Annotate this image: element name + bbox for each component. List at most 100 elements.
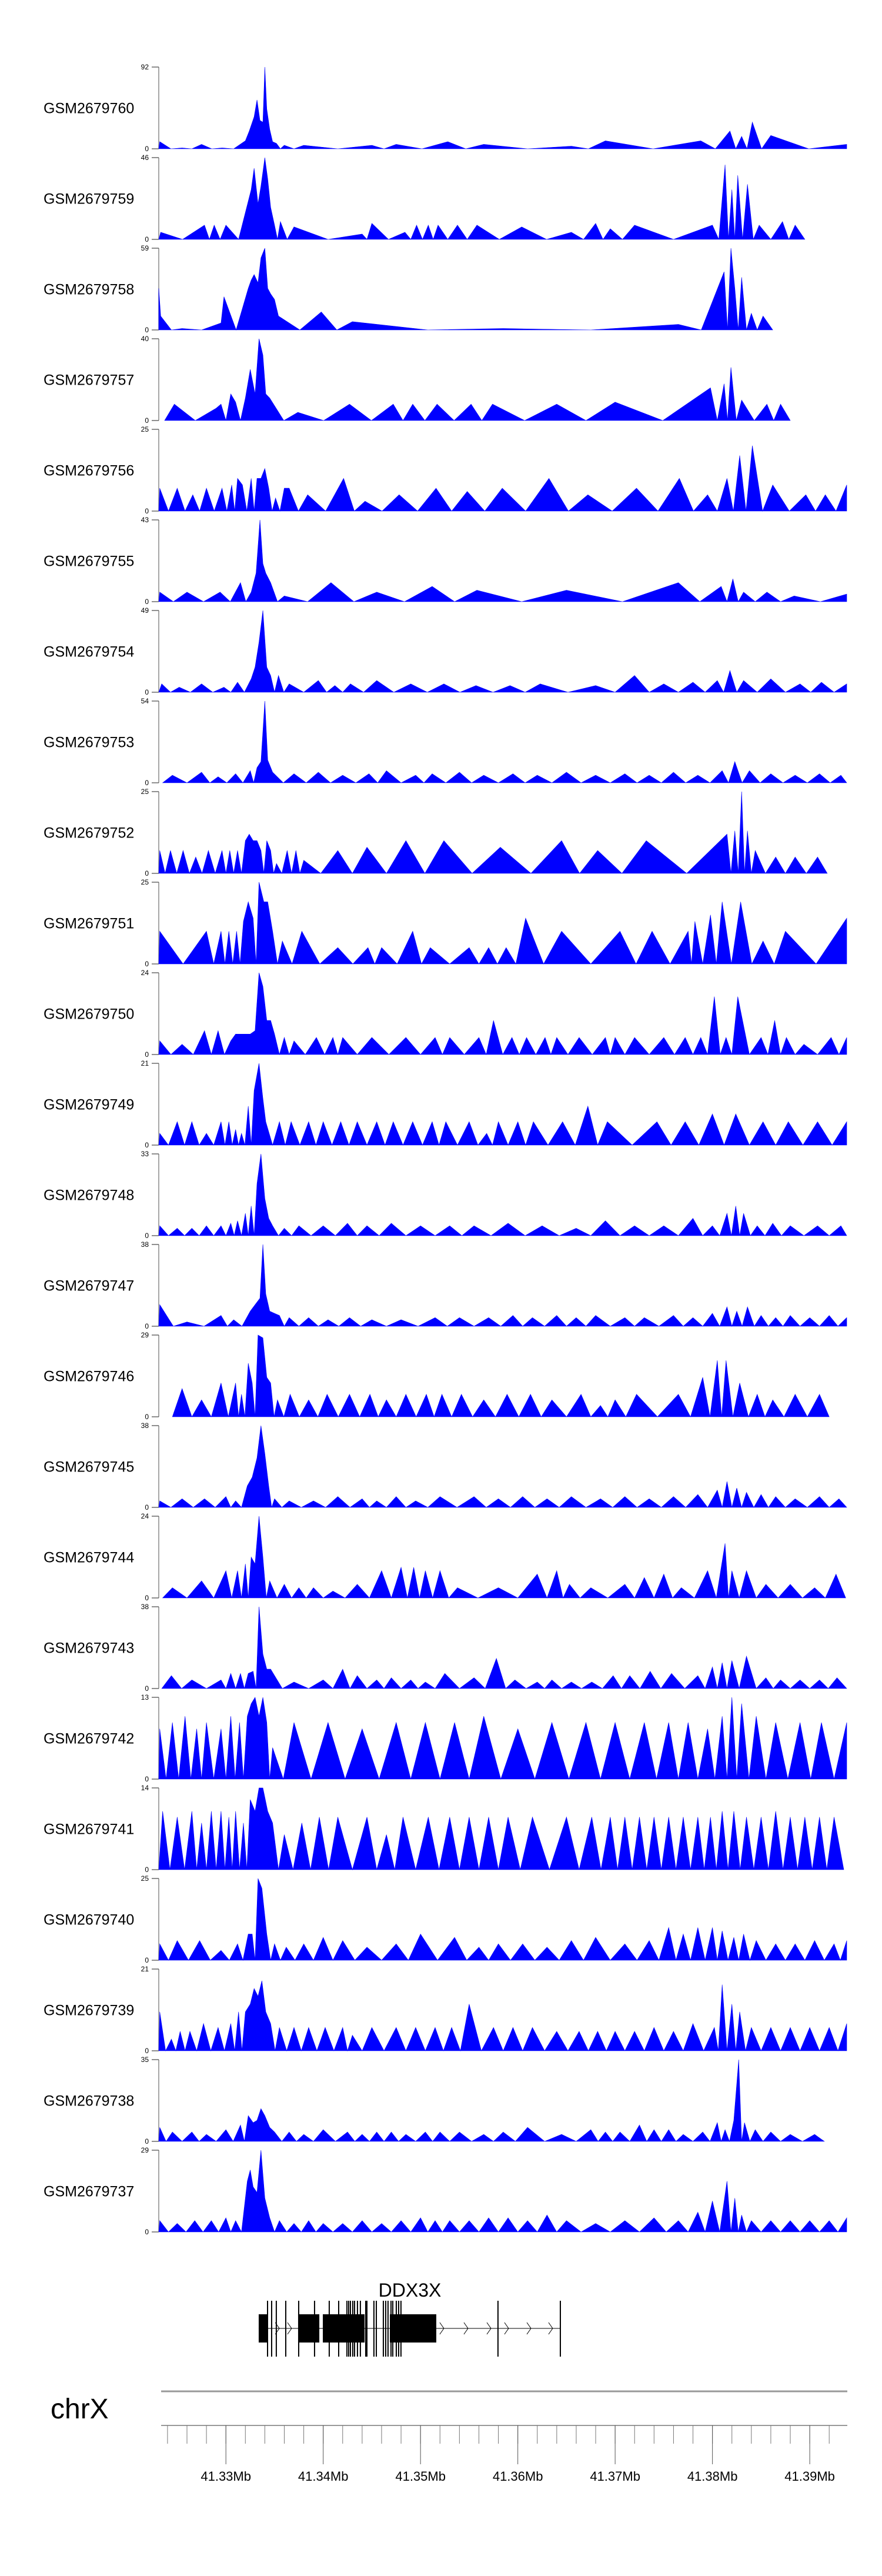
y-axis-zero-label: 0 (145, 326, 149, 334)
coverage-area-GSM2679745 (158, 1425, 847, 1509)
track-label: GSM2679745 (44, 1459, 134, 1476)
y-axis-zero-label: 0 (145, 1232, 149, 1240)
y-axis-max-label: 38 (141, 1422, 149, 1430)
coverage-area-GSM2679754 (158, 610, 847, 693)
strand-arrow-icon (548, 2322, 553, 2335)
y-axis-zero-label: 0 (145, 1866, 149, 1874)
y-axis-zero-label: 0 (145, 1503, 149, 1511)
y-axis-zero-label: 0 (145, 2137, 149, 2145)
gene-exon-block (258, 2314, 268, 2343)
coverage-area-GSM2679741 (158, 1787, 844, 1871)
y-axis-zero-label: 0 (145, 235, 149, 243)
track-label: GSM2679751 (44, 916, 134, 932)
track-label: GSM2679756 (44, 463, 134, 479)
coverage-area-GSM2679747 (158, 1244, 847, 1327)
axis-tick-label: 41.39Mb (784, 2469, 835, 2484)
y-axis-max-label: 35 (141, 2056, 149, 2064)
strand-arrow-icon (439, 2322, 445, 2335)
track-label: GSM2679760 (44, 101, 134, 117)
coverage-area-GSM2679759 (158, 157, 806, 240)
y-axis-zero-label: 0 (145, 598, 149, 606)
y-axis-max-label: 13 (141, 1693, 149, 1701)
y-axis-max-label: 33 (141, 1150, 149, 1158)
coverage-area-GSM2679746 (172, 1334, 830, 1417)
track-label: GSM2679746 (44, 1369, 134, 1385)
track-label: GSM2679754 (44, 644, 134, 660)
y-axis-zero-label: 0 (145, 507, 149, 515)
y-axis-zero-label: 0 (145, 1413, 149, 1421)
chromosome-label: chrX (51, 2394, 109, 2425)
coverage-area-GSM2679738 (158, 2059, 825, 2143)
y-axis-max-label: 25 (141, 878, 149, 886)
track-label: GSM2679743 (44, 1640, 134, 1657)
coverage-area-GSM2679750 (158, 972, 847, 1056)
y-axis-max-label: 24 (141, 969, 149, 977)
y-axis-zero-label: 0 (145, 1956, 149, 1964)
coverage-area-GSM2679752 (158, 791, 828, 875)
track-label: GSM2679747 (44, 1278, 134, 1294)
y-axis-zero-label: 0 (145, 1594, 149, 1602)
track-label: GSM2679757 (44, 372, 134, 389)
y-axis-zero-label: 0 (145, 2228, 149, 2236)
gene-exon-block (298, 2314, 320, 2343)
track-label: GSM2679737 (44, 2184, 134, 2200)
gene-exon-block (390, 2314, 436, 2343)
y-axis-max-label: 25 (141, 1874, 149, 1883)
strand-arrow-icon (287, 2322, 292, 2335)
y-axis-max-label: 54 (141, 697, 149, 705)
y-axis-zero-label: 0 (145, 869, 149, 877)
track-label: GSM2679759 (44, 191, 134, 208)
y-axis-max-label: 29 (141, 2146, 149, 2154)
y-axis-zero-label: 0 (145, 416, 149, 425)
y-axis-zero-label: 0 (145, 688, 149, 696)
y-axis-zero-label: 0 (145, 1775, 149, 1783)
y-axis-max-label: 38 (141, 1240, 149, 1249)
y-axis-max-label: 40 (141, 335, 149, 343)
track-label: GSM2679741 (44, 1821, 134, 1838)
coverage-area-GSM2679740 (158, 1878, 847, 1961)
track-label: GSM2679753 (44, 735, 134, 751)
y-axis-max-label: 21 (141, 1965, 149, 1973)
coverage-area-GSM2679751 (158, 882, 847, 965)
coverage-area-GSM2679758 (158, 248, 773, 331)
y-axis-max-label: 59 (141, 244, 149, 252)
track-label: GSM2679742 (44, 1731, 134, 1747)
strand-arrow-icon (526, 2322, 532, 2335)
coverage-area-GSM2679755 (158, 519, 847, 602)
y-axis-zero-label: 0 (145, 1684, 149, 1693)
y-axis-zero-label: 0 (145, 1050, 149, 1059)
y-axis-max-label: 25 (141, 788, 149, 796)
y-axis-zero-label: 0 (145, 145, 149, 153)
coverage-area-GSM2679743 (161, 1606, 847, 1689)
axis-tick-label: 41.34Mb (298, 2469, 349, 2484)
track-label: GSM2679750 (44, 1006, 134, 1023)
coverage-area-GSM2679737 (158, 2150, 847, 2233)
y-axis-zero-label: 0 (145, 1322, 149, 1330)
coverage-area-GSM2679749 (158, 1063, 847, 1146)
track-label: GSM2679739 (44, 2003, 134, 2019)
y-axis-zero-label: 0 (145, 2047, 149, 2055)
strand-arrow-icon (486, 2322, 492, 2335)
track-label: GSM2679744 (44, 1550, 134, 1566)
y-axis-max-label: 29 (141, 1331, 149, 1339)
axis-tick-label: 41.33Mb (201, 2469, 251, 2484)
coverage-area-GSM2679744 (162, 1516, 846, 1599)
y-axis-max-label: 25 (141, 425, 149, 433)
track-label: GSM2679758 (44, 282, 134, 298)
axis-tick-label: 41.35Mb (395, 2469, 446, 2484)
strand-arrow-icon (504, 2322, 509, 2335)
axis-tick-label: 41.38Mb (687, 2469, 738, 2484)
y-axis-zero-label: 0 (145, 779, 149, 787)
y-axis-max-label: 43 (141, 516, 149, 524)
strand-arrow-icon (463, 2322, 469, 2335)
y-axis-max-label: 46 (141, 154, 149, 162)
y-axis-max-label: 21 (141, 1059, 149, 1067)
y-axis-zero-label: 0 (145, 960, 149, 968)
coverage-area-GSM2679739 (158, 1980, 847, 2052)
y-axis-zero-label: 0 (145, 1141, 149, 1149)
y-axis-max-label: 14 (141, 1784, 149, 1792)
coverage-area-GSM2679757 (164, 338, 791, 421)
axis-tick-label: 41.36Mb (493, 2469, 543, 2484)
